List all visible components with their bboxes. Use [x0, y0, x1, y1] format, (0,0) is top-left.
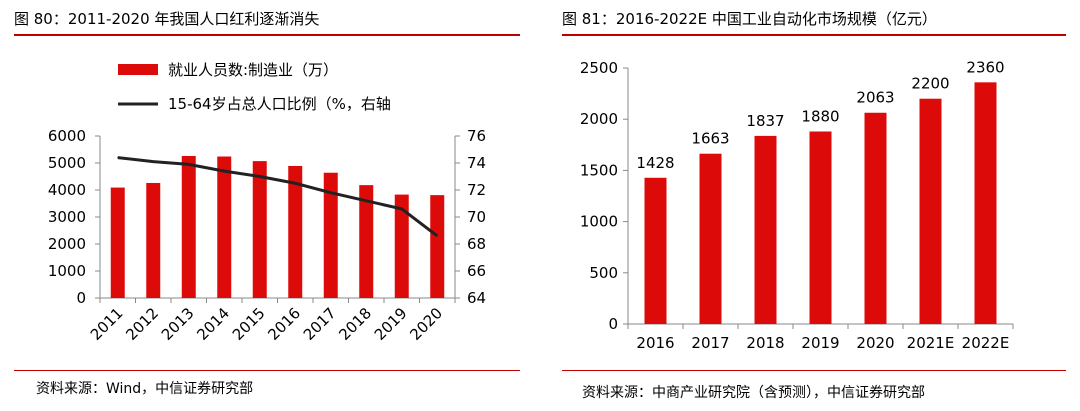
right-source-rule [562, 370, 1066, 371]
y-tick-label: 1500 [580, 161, 618, 179]
line-point-2012 [152, 161, 154, 163]
data-label-2018: 1837 [746, 112, 784, 130]
y-tick-label-right: 76 [467, 127, 486, 145]
x-tick-label: 2015 [229, 304, 269, 344]
line-point-2013 [188, 163, 190, 165]
bar-2017 [323, 172, 338, 298]
right-source-note: 资料来源：中商产业研究院（含预测），中信证券研究部 [582, 385, 925, 401]
left-source-rule [14, 370, 520, 371]
x-tick-label: 2011 [87, 304, 127, 344]
y-tick-label-right: 72 [467, 181, 486, 199]
left-chart-title: 图 80：2011-2020 年我国人口红利逐渐消失 [14, 10, 320, 28]
legend-bar-label: 就业人员数:制造业（万） [168, 61, 338, 79]
x-tick-label: 2019 [801, 334, 839, 352]
y-tick-label-left: 5000 [48, 154, 86, 172]
left-source-note: 资料来源：Wind，中信证券研究部 [36, 381, 254, 397]
y-tick-label: 2500 [580, 59, 618, 77]
bar-2014 [217, 156, 232, 298]
y-tick-label: 1000 [580, 213, 618, 231]
x-tick-label: 2014 [193, 304, 233, 344]
y-tick-label-right: 74 [467, 154, 486, 172]
right-chart-title: 图 81：2016-2022E 中国工业自动化市场规模（亿元） [562, 10, 937, 28]
bar-2018 [359, 185, 374, 298]
x-tick-label: 2016 [264, 304, 304, 344]
x-tick-label: 2017 [300, 304, 340, 344]
left-title-rule [14, 34, 520, 36]
line-point-2015 [259, 176, 261, 177]
x-tick-label: 2016 [636, 334, 674, 352]
y-tick-label-right: 64 [467, 289, 486, 307]
line-point-2011 [117, 157, 119, 159]
x-tick-label: 2017 [691, 334, 729, 352]
bar-2016 [288, 165, 303, 298]
x-tick-label: 2019 [371, 304, 411, 344]
left-chart: 就业人员数:制造业（万） 15-64岁占总人口比例（%，右轴 0 1000 2000 30… [48, 61, 486, 344]
data-label-2022E: 2360 [966, 58, 1004, 76]
bar-2016 [644, 177, 667, 324]
y-tick-label-left: 3000 [48, 208, 86, 226]
y-tick-label-left: 6000 [48, 127, 86, 145]
data-label-2020: 2063 [856, 89, 894, 107]
x-tick-label: 2013 [158, 304, 198, 344]
legend-bar-swatch [118, 64, 158, 75]
line-point-2014 [223, 170, 225, 172]
y-tick-label-left: 4000 [48, 181, 86, 199]
line-point-2016 [294, 182, 296, 184]
bar-2011 [110, 187, 125, 298]
line-point-2020 [436, 235, 438, 237]
y-tick-label: 2000 [580, 110, 618, 128]
bar-2018 [754, 135, 777, 324]
right-chart: 0 500 1000 1500 2000 2500 1428 2016 1663 2017 1837… [580, 58, 1014, 352]
bar-2019 [394, 194, 409, 298]
y-tick-label-right: 66 [467, 262, 486, 280]
x-tick-label: 2018 [746, 334, 784, 352]
bar-2020 [864, 112, 887, 324]
y-tick-label-left: 1000 [48, 262, 86, 280]
data-label-2019: 1880 [801, 107, 839, 125]
bar-2019 [809, 131, 832, 324]
bar-2017 [699, 153, 722, 324]
x-tick-label: 2018 [335, 304, 375, 344]
bar-2015 [252, 161, 267, 298]
line-point-2019 [401, 208, 403, 210]
line-series-working-age-ratio [117, 156, 439, 238]
y-tick-label: 0 [608, 315, 618, 333]
x-tick-label: 2022E [962, 334, 1010, 352]
data-label-2016: 1428 [636, 154, 674, 172]
y-tick-label-right: 70 [467, 208, 486, 226]
bar-2020 [430, 195, 445, 298]
y-tick-label: 500 [589, 264, 618, 282]
bar-2022E [974, 82, 997, 324]
y-tick-label-left: 2000 [48, 235, 86, 253]
y-tick-label-right: 68 [467, 235, 486, 253]
x-tick-label: 2021E [907, 334, 955, 352]
right-title-rule [562, 34, 1066, 36]
x-tick-label: 2012 [122, 304, 162, 344]
line-point-2018 [365, 200, 367, 202]
x-tick-label: 2020 [406, 304, 446, 344]
line-point-2017 [330, 192, 332, 194]
legend-line-label: 15-64岁占总人口比例（%，右轴 [168, 95, 391, 113]
bar-2012 [146, 182, 161, 298]
y-tick-label-left: 0 [76, 289, 86, 307]
data-label-2017: 1663 [691, 130, 729, 148]
x-tick-label: 2020 [856, 334, 894, 352]
bar-2013 [181, 155, 196, 298]
data-label-2021E: 2200 [911, 75, 949, 93]
bar-2021E [919, 98, 942, 324]
